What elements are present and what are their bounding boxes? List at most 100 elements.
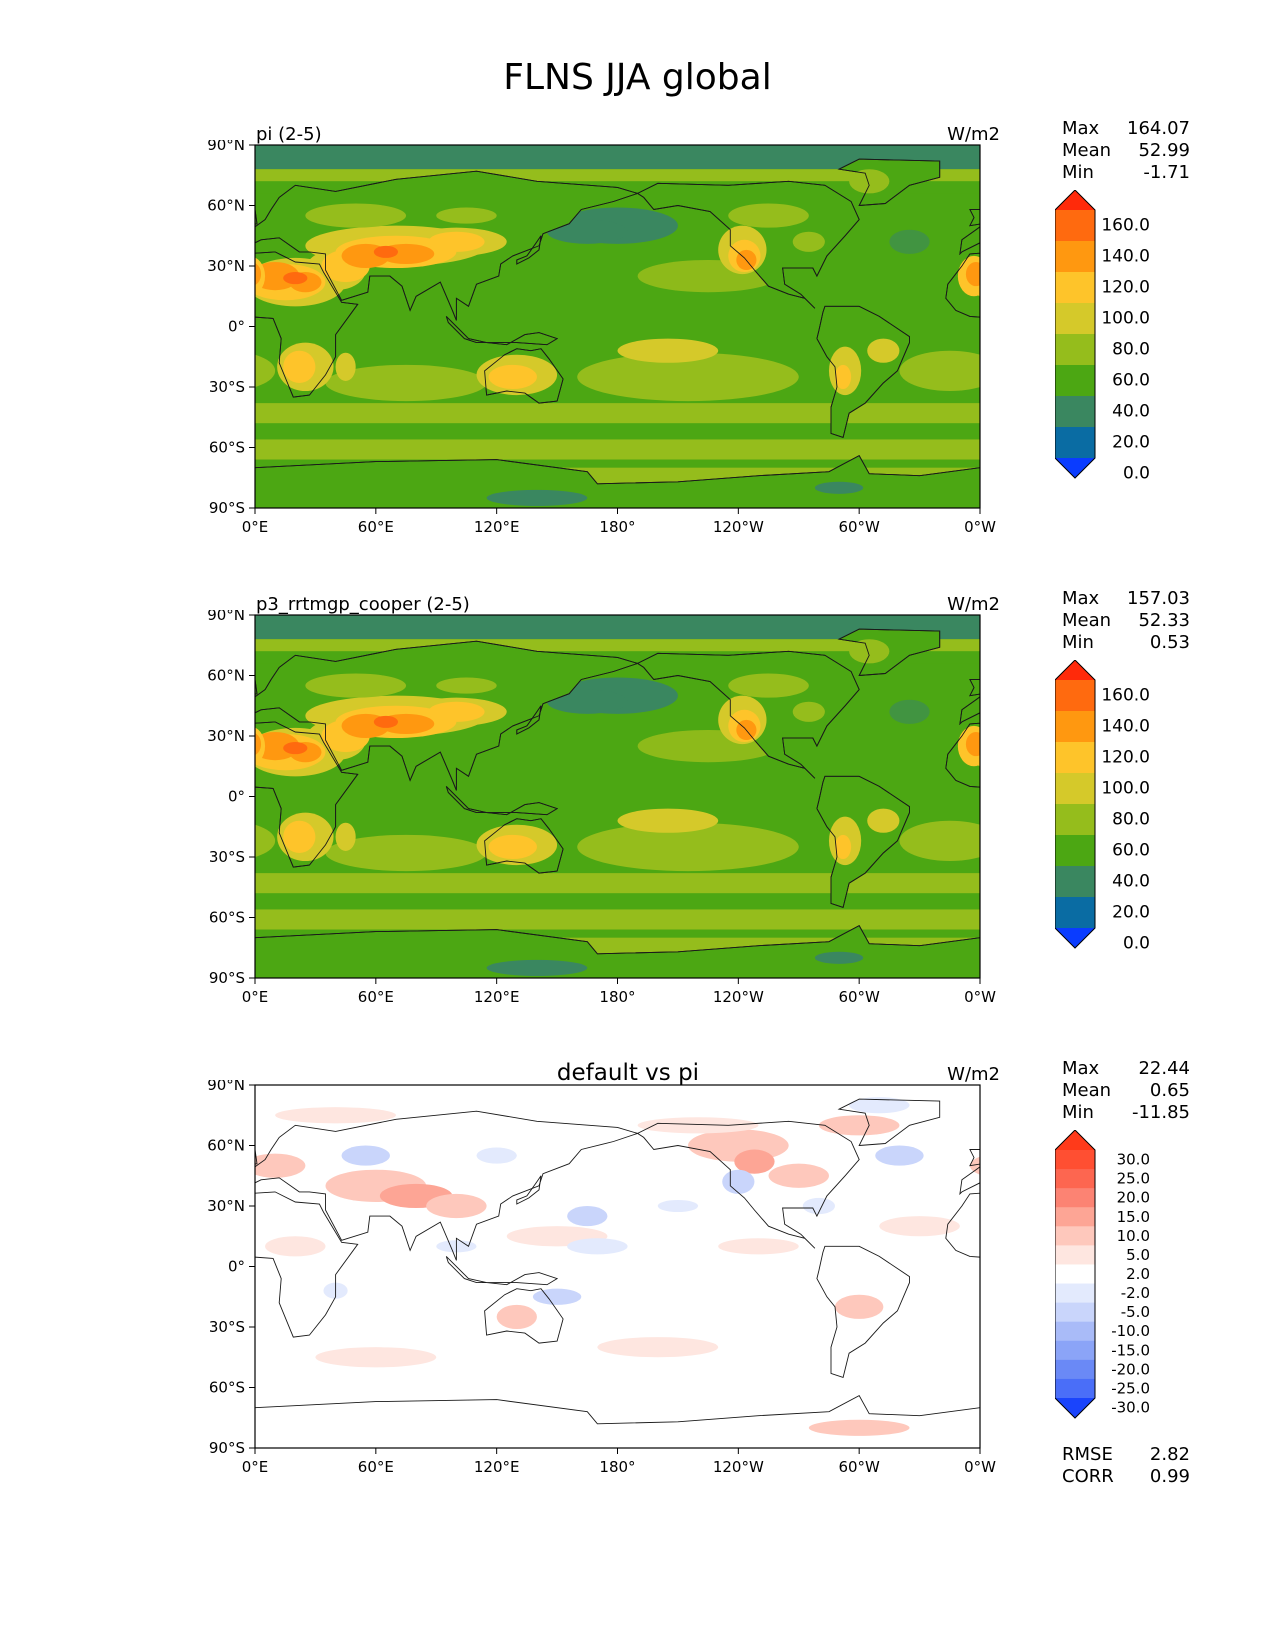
field-land-contour bbox=[305, 673, 407, 698]
stat-max-label: Max bbox=[1062, 588, 1100, 609]
continent-greenland bbox=[837, 1098, 941, 1147]
field-blob bbox=[617, 808, 719, 833]
field-land-contour bbox=[255, 262, 262, 286]
colorbar-extend-top bbox=[1055, 190, 1095, 210]
colorbar-tick-label: 2.0 bbox=[1126, 1265, 1150, 1283]
field-land-contour bbox=[428, 231, 485, 252]
field-land-contour bbox=[1014, 272, 1040, 292]
lat-tick-label: 0° bbox=[228, 788, 245, 806]
field-blob bbox=[547, 689, 628, 714]
panel-1-stats: Max 164.07 Mean 52.99 Min -1.71 bbox=[1062, 118, 1190, 184]
field-positive-anomaly bbox=[637, 1117, 759, 1134]
figure-title: FLNS JJA global bbox=[503, 57, 772, 98]
field-land-contour bbox=[728, 203, 809, 228]
field-land-contour bbox=[1008, 272, 1032, 284]
corr-value: 0.99 bbox=[1149, 1466, 1190, 1487]
stat-mean-label: Mean bbox=[1062, 140, 1112, 161]
colorbar-tick-label: 60.0 bbox=[1112, 841, 1150, 861]
lat-tick-label: 30°S bbox=[209, 1318, 245, 1336]
field-positive-anomaly bbox=[969, 1156, 980, 1175]
lon-tick-label: 180° bbox=[599, 518, 635, 536]
colorbar-tick-label: 120.0 bbox=[1101, 278, 1150, 298]
colorbar-tick-label: 20.0 bbox=[1112, 903, 1150, 923]
colorbar-outline bbox=[1055, 190, 1096, 479]
field-background bbox=[255, 1085, 980, 1448]
field-positive-anomaly bbox=[597, 1337, 719, 1358]
field-land-contour bbox=[849, 169, 890, 194]
field-positive-anomaly bbox=[808, 1419, 910, 1436]
lat-tick-label: 90°S bbox=[209, 1439, 245, 1457]
field-land-contour bbox=[867, 808, 900, 833]
field-land-contour bbox=[792, 231, 825, 252]
lat-tick-label: 30°N bbox=[207, 727, 245, 745]
field-blob bbox=[325, 834, 487, 872]
colorbar-extend-top bbox=[1055, 660, 1095, 680]
colorbar-tick-label: 5.0 bbox=[1126, 1246, 1150, 1264]
colorbar-tick-label: 140.0 bbox=[1101, 247, 1150, 267]
colorbar-tick-label: 10.0 bbox=[1117, 1227, 1150, 1245]
stat-mean-label: Mean bbox=[1062, 1080, 1112, 1101]
lat-tick-label: 60°N bbox=[207, 1137, 245, 1155]
field-negative-anomaly bbox=[722, 1169, 755, 1194]
colorbar-tick-label: 60.0 bbox=[1112, 371, 1150, 391]
colorbar-extend-top bbox=[1055, 1130, 1095, 1150]
stat-min-value: -11.85 bbox=[1131, 1102, 1190, 1123]
colorbar-tick-label: -20.0 bbox=[1111, 1360, 1150, 1378]
continent-australia bbox=[484, 348, 564, 404]
colorbar-extend-bottom bbox=[1055, 458, 1095, 478]
stat-min-value: 0.53 bbox=[1149, 632, 1190, 653]
colorbar-segment bbox=[1055, 303, 1095, 335]
panel-3-map: 90°N 60°N 30°N 0° 30°S 60°S 90°S0°E 60°E 120°E 18… bbox=[207, 1080, 996, 1476]
field-blob bbox=[547, 219, 628, 244]
field-land-contour bbox=[1014, 742, 1040, 762]
lon-tick-label: 0°W bbox=[964, 988, 996, 1006]
continent-north-america bbox=[636, 650, 860, 779]
continent-australia bbox=[484, 818, 564, 874]
field-negative-anomaly bbox=[567, 1206, 608, 1227]
lon-tick-label: 60°E bbox=[358, 988, 394, 1006]
lat-tick-label: 90°S bbox=[209, 969, 245, 987]
colorbar-segment bbox=[1055, 742, 1095, 774]
field-blob bbox=[889, 699, 930, 724]
field-land-contour bbox=[1030, 250, 1040, 290]
colorbar-segment bbox=[1055, 1188, 1095, 1208]
field-land-contour bbox=[1008, 821, 1040, 853]
colorbar-tick-label: 80.0 bbox=[1112, 810, 1150, 830]
colorbar-segment bbox=[1055, 1321, 1095, 1342]
continent-south-america bbox=[816, 1245, 910, 1378]
lat-tick-label: 60°N bbox=[207, 197, 245, 215]
colorbar-segment bbox=[1055, 1226, 1095, 1246]
lat-tick-label: 0° bbox=[228, 318, 245, 336]
lat-tick-label: 60°S bbox=[209, 909, 245, 927]
stat-mean-value: 52.33 bbox=[1138, 610, 1190, 631]
field-land-contour bbox=[728, 673, 809, 698]
field-band bbox=[255, 893, 980, 910]
field-land-contour bbox=[965, 731, 980, 757]
field-blob bbox=[814, 951, 864, 964]
colorbar-segment bbox=[1055, 1340, 1095, 1361]
field-blob bbox=[889, 229, 930, 254]
colorbar-segment bbox=[1055, 241, 1095, 273]
panel-2-stats: Max 157.03 Mean 52.33 Min 0.53 bbox=[1062, 588, 1190, 654]
colorbar-tick-label: 100.0 bbox=[1101, 779, 1150, 799]
field-land-contour bbox=[849, 639, 890, 664]
field-land-contour bbox=[305, 203, 407, 228]
lon-tick-label: 120°W bbox=[713, 1458, 764, 1476]
colorbar-segment bbox=[1055, 1150, 1095, 1170]
field-land-contour bbox=[436, 207, 497, 224]
field-land-contour bbox=[1008, 742, 1032, 754]
colorbar-outline bbox=[1055, 1130, 1096, 1419]
continent-antarctica bbox=[255, 924, 980, 978]
continent-antarctica bbox=[979, 937, 980, 978]
colorbar-tick-label: 15.0 bbox=[1117, 1208, 1150, 1226]
panel-1-units: W/m2 bbox=[947, 124, 1000, 145]
field-blob bbox=[899, 820, 980, 862]
continent-africa bbox=[255, 251, 359, 398]
colorbar-tick-label: 30.0 bbox=[1117, 1151, 1150, 1169]
field-band bbox=[255, 439, 980, 460]
stat-max-value: 164.07 bbox=[1127, 118, 1190, 139]
field-positive-anomaly bbox=[835, 1294, 884, 1319]
field-land-contour bbox=[488, 834, 537, 860]
colorbar-segment bbox=[1055, 210, 1095, 242]
field-negative-anomaly bbox=[657, 1199, 699, 1213]
